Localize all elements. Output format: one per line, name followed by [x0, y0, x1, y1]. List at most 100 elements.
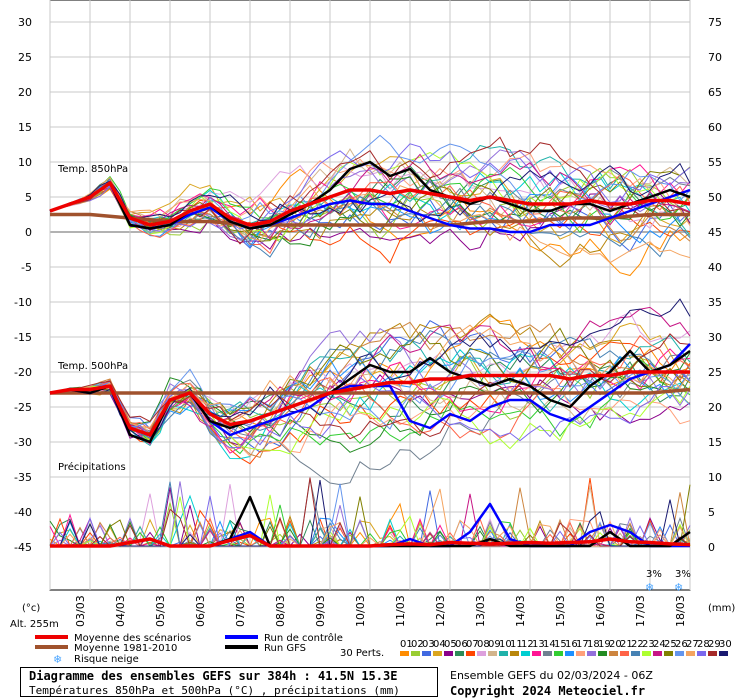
series-t850-moyenne-1981-2010	[50, 212, 690, 227]
snowflake-icon: ❄	[674, 581, 683, 594]
member-line-t850	[49, 156, 691, 244]
left-unit-label: (°c)	[22, 603, 40, 614]
left-tick-label: 15	[18, 121, 32, 134]
perturbation-number: 03	[422, 639, 435, 650]
perturbation-number: 27	[686, 639, 699, 650]
perturbation-number: 19	[598, 639, 611, 650]
right-tick-label: 60	[708, 121, 722, 134]
grid	[49, 0, 691, 590]
perturbation-swatch	[708, 651, 717, 656]
perturbation-number: 17	[576, 639, 589, 650]
x-tick-label: 04/03	[114, 595, 127, 627]
perturbation-swatch	[411, 651, 420, 656]
perturbation-swatch	[642, 651, 651, 656]
legend-label-climate: Moyenne 1981-2010	[74, 643, 177, 654]
perturbation-swatch	[499, 651, 508, 656]
left-tick-label: -25	[14, 401, 32, 414]
x-tick-label: 14/03	[514, 595, 527, 627]
perturbation-number: 08	[477, 639, 490, 650]
right-tick-label: 20	[708, 401, 722, 414]
x-axis-labels: 03/03 04/03 05/03 06/03 07/03 08/03 09/03 10/03…	[74, 595, 687, 627]
left-tick-label: 0	[25, 226, 32, 239]
footer-subtitle: Températures 850hPa et 500hPa (°C) , pré…	[29, 684, 400, 697]
panel-label-t850: Temp. 850hPa	[57, 164, 128, 175]
x-tick-label: 13/03	[474, 595, 487, 627]
right-tick-label: 35	[708, 296, 722, 309]
perturbation-swatch	[510, 651, 519, 656]
perturbation-swatch	[521, 651, 530, 656]
perturbation-number: 12	[521, 639, 534, 650]
left-tick-label: -40	[14, 506, 32, 519]
perturbation-swatch	[422, 651, 431, 656]
series-t500-moyenne-des-sc-narios	[49, 370, 690, 437]
perturbation-swatch	[433, 651, 442, 656]
perturbation-number: 04	[433, 639, 446, 650]
perturbation-number: 26	[675, 639, 688, 650]
member-line-t850	[49, 162, 691, 223]
left-tick-label: -10	[14, 296, 32, 309]
right-tick-label: 75	[708, 16, 722, 29]
left-tick-label: -15	[14, 331, 32, 344]
perturbation-number: 11	[510, 639, 523, 650]
member-line-t500	[49, 298, 691, 443]
perturbation-swatch	[543, 651, 552, 656]
main-series	[49, 160, 691, 548]
legend-label-control: Run de contrôle	[264, 632, 343, 644]
perturbation-swatch	[675, 651, 684, 656]
right-tick-label: 55	[708, 156, 722, 169]
right-tick-label: 40	[708, 261, 722, 274]
left-tick-label: 30	[18, 16, 32, 29]
series-precip-moyenne-des-sc-narios	[50, 533, 691, 548]
legend-label-gfs: Run GFS	[264, 643, 306, 654]
perturbation-swatch	[631, 651, 640, 656]
perturbation-swatch	[455, 651, 464, 656]
perturbation-swatch	[466, 651, 475, 656]
perturbation-number: 25	[664, 639, 677, 650]
perturbation-number: 02	[411, 639, 424, 650]
copyright-label: Copyright 2024 Meteociel.fr	[450, 684, 646, 698]
perturbation-swatch	[532, 651, 541, 656]
left-tick-label: 10	[18, 156, 32, 169]
x-tick-label: 03/03	[74, 595, 87, 627]
ensemble-run-label: Ensemble GEFS du 02/03/2024 - 06Z	[450, 669, 653, 682]
perturbation-swatch	[444, 651, 453, 656]
perturbation-swatch	[565, 651, 574, 656]
x-tick-label: 08/03	[274, 595, 287, 627]
right-tick-label: 5	[708, 506, 715, 519]
perturbation-swatch	[598, 651, 607, 656]
perturbation-swatch	[664, 651, 673, 656]
series-t500-run-gfs	[49, 349, 691, 444]
member-line-t500	[49, 335, 691, 441]
footer-title: Diagramme des ensembles GEFS sur 384h : …	[29, 669, 398, 683]
perturbation-number: 13	[532, 639, 545, 650]
member-line-t500	[49, 352, 691, 453]
x-tick-label: 17/03	[634, 595, 647, 627]
legend-label-snow: Risque neige	[74, 654, 139, 665]
right-tick-label: 65	[708, 86, 722, 99]
perturbation-number: 21	[620, 639, 633, 650]
left-tick-label: -35	[14, 471, 32, 484]
panel-label-precip: Précipitations	[58, 461, 126, 473]
left-tick-label: -30	[14, 436, 32, 449]
x-tick-label: 06/03	[194, 595, 207, 627]
perturbation-swatch	[653, 651, 662, 656]
x-tick-label: 10/03	[354, 595, 367, 627]
perturbation-number: 06	[455, 639, 468, 650]
legend: Moyenne des scénarios Moyenne 1981-2010 …	[35, 632, 343, 666]
member-line-t850	[49, 175, 691, 248]
perturbation-number: 30	[719, 639, 732, 650]
perturbation-number: 05	[444, 639, 457, 650]
right-tick-label: 10	[708, 471, 722, 484]
right-tick-label: 0	[708, 541, 715, 554]
x-tick-label: 15/03	[554, 595, 567, 627]
perturbation-swatch	[587, 651, 596, 656]
legend-label-mean: Moyenne des scénarios	[74, 632, 191, 644]
snow-risk-marker-1: 3% ❄	[645, 569, 662, 594]
perturbation-swatch	[488, 651, 497, 656]
perturbation-legend: 0102030405060708091011121314151617181920…	[400, 639, 732, 656]
left-tick-label: -20	[14, 366, 32, 379]
x-tick-label: 12/03	[434, 595, 447, 627]
right-tick-label: 30	[708, 331, 722, 344]
left-tick-label: -5	[21, 261, 32, 274]
member-line-t850	[49, 176, 691, 264]
